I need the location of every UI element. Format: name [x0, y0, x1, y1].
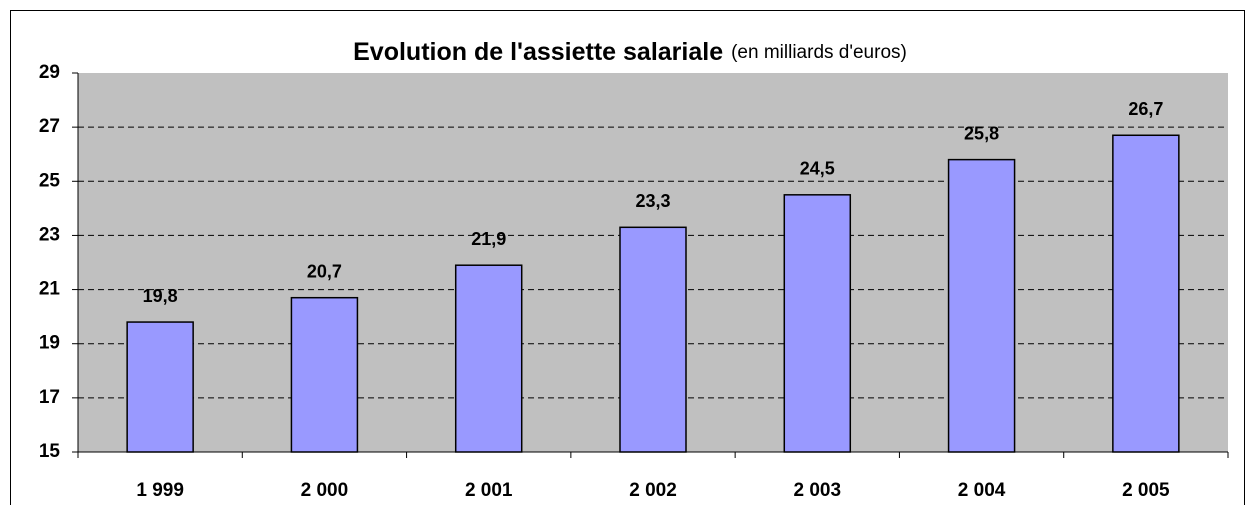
y-tick-label: 15 — [39, 441, 61, 462]
chart-subtitle: (en milliards d'euros) — [731, 42, 907, 63]
y-tick-label: 17 — [39, 387, 60, 408]
bar — [619, 226, 687, 453]
value-label: 25,8 — [964, 123, 999, 143]
value-label: 20,7 — [307, 261, 342, 281]
value-label: 26,7 — [1128, 99, 1163, 119]
chart-title: Evolution de l'assiette salariale — [353, 38, 723, 66]
bar — [947, 158, 1016, 453]
value-label: 21,9 — [471, 229, 506, 249]
x-tick-label: 2 001 — [465, 480, 513, 501]
y-tick-label: 27 — [39, 116, 60, 137]
value-label: 23,3 — [635, 191, 670, 211]
y-tick-label: 25 — [39, 170, 61, 191]
bar — [454, 264, 523, 453]
x-tick-label: 2 000 — [301, 480, 349, 501]
bar — [1112, 134, 1180, 453]
bar — [126, 321, 194, 453]
x-tick-label: 2 005 — [1122, 480, 1170, 501]
x-tick-label: 2 003 — [794, 480, 842, 501]
x-tick-label: 1 999 — [136, 480, 184, 501]
y-tick-label: 29 — [39, 62, 60, 83]
y-tick-label: 19 — [39, 333, 60, 354]
y-tick-label: 23 — [39, 224, 60, 245]
y-tick-label: 21 — [39, 279, 61, 300]
value-label: 24,5 — [800, 159, 835, 179]
x-tick-label: 2 002 — [629, 480, 677, 501]
x-tick-label: 2 004 — [958, 480, 1006, 501]
bar — [783, 194, 852, 453]
value-label: 19,8 — [143, 286, 178, 306]
chart-heading: Evolution de l'assiette salariale (en mil… — [353, 38, 907, 66]
bar — [290, 296, 359, 453]
